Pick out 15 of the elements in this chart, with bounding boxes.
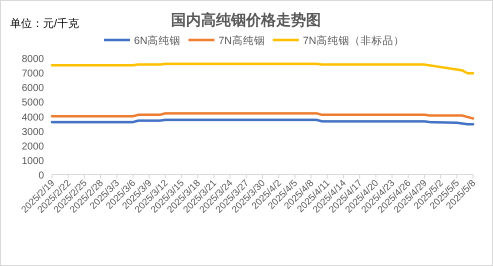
y-tick-label: 5000: [22, 98, 44, 109]
y-tick-label: 3000: [22, 126, 44, 138]
text: 单位：元/千克: [10, 17, 80, 30]
y-tick-label: 6000: [22, 83, 44, 94]
y-tick-label: 2000: [22, 141, 44, 152]
chart-title: 国内高纯铟价格走势图: [171, 11, 321, 29]
y-tick-label: 4000: [22, 112, 44, 124]
line-series: [50, 62, 474, 75]
legend-label: 7N高纯铟（非标品）: [302, 34, 404, 47]
y-tick-label: 8000: [22, 54, 44, 65]
legend-label: 6N高纯铟: [134, 34, 180, 47]
legend-label: 7N高纯铟: [218, 34, 265, 47]
y-tick-label: 1000: [22, 156, 44, 167]
y-tick-label: 7000: [22, 68, 44, 80]
y-tick-label: 0: [38, 170, 44, 182]
